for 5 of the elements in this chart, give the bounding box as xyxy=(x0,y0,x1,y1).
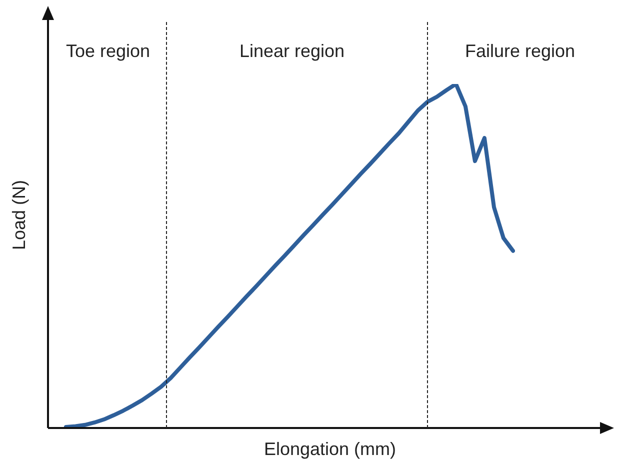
text: Linear region xyxy=(239,40,345,61)
text: Toe region xyxy=(66,40,150,61)
y-axis-title: Load (N) xyxy=(8,180,29,250)
text: Failure region xyxy=(464,40,576,61)
x-axis-title: Elongation (mm) xyxy=(264,438,396,459)
